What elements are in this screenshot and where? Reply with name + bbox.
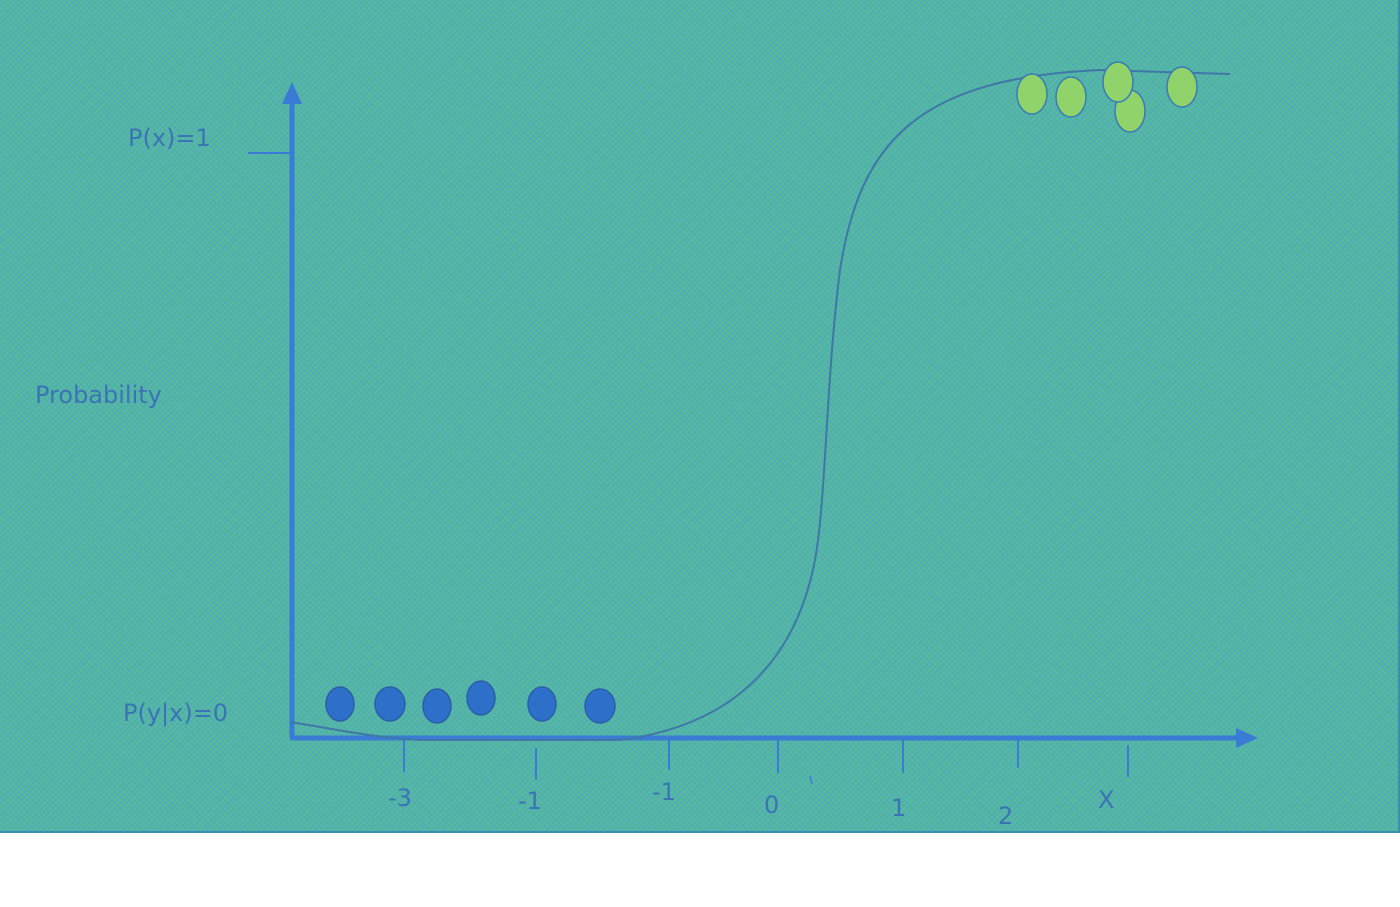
class1-point [1102,61,1134,103]
class0-point [325,686,355,722]
x-tick-label: -1 [652,778,676,806]
x-tick-label: 0 [764,791,779,819]
sigmoid-curve [289,68,1231,741]
class1-point [1166,66,1198,108]
class0-point [466,680,496,716]
label-p-zero: P(y|x)=0 [123,699,228,727]
class1-point [1055,76,1087,118]
label-probability: Probability [35,381,162,409]
y-axis-arrowhead [282,82,302,104]
class0-point [527,686,557,722]
class0-point [584,688,616,724]
x-axis-arrowhead [1236,728,1258,748]
x-tick-marks [403,740,1129,780]
class1-points [1016,61,1198,133]
x-tick-label: 2 [998,802,1013,830]
x-tick-label: -3 [388,784,412,812]
x-tick-label: 1 [891,794,906,822]
label-p-one: P(x)=1 [128,124,211,152]
x-tick-label: -1 [518,787,542,815]
class1-point [1016,73,1048,115]
stray-mark [809,775,813,785]
class0-point [422,688,452,724]
class0-points [325,680,616,724]
x-axis-label: X [1098,786,1114,814]
diagram-background [0,0,1400,833]
class0-point [374,686,406,722]
